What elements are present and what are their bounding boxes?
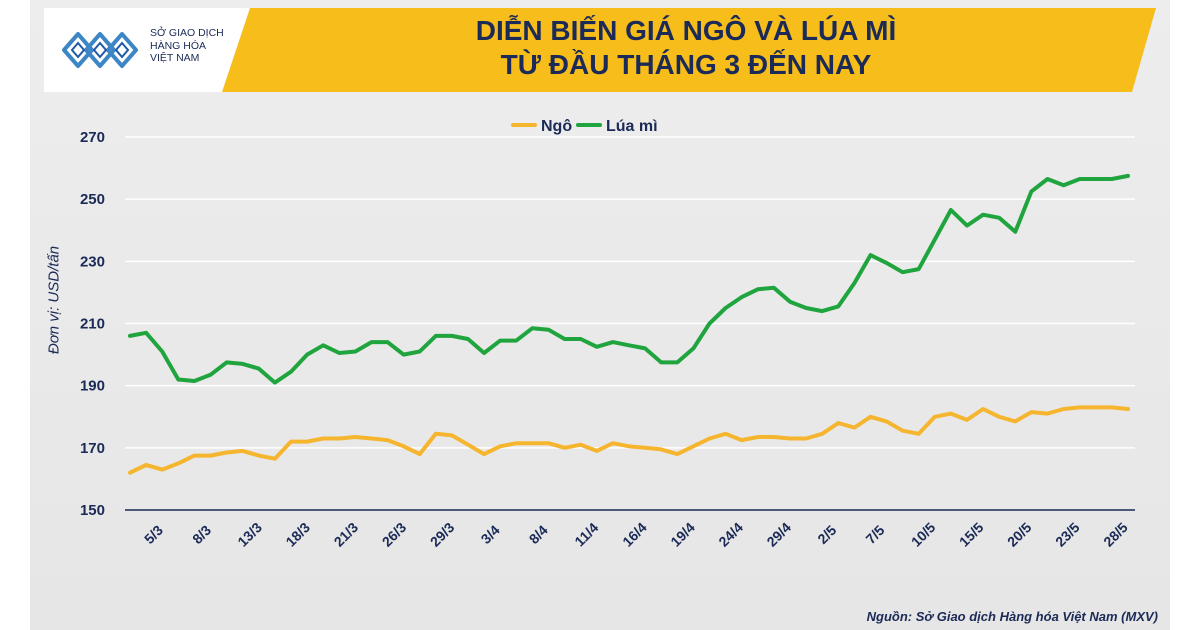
x-tick-label: 8/3 [189,522,214,547]
y-tick-label: 210 [80,316,105,333]
legend-lua-mi-label: Lúa mì [606,118,658,135]
chart-panel [30,0,1170,630]
series-line-lua-mi [128,173,1130,385]
x-tick-label: 28/5 [1100,519,1131,550]
x-tick-label: 18/3 [282,519,313,550]
y-tick-label: 270 [80,129,105,146]
logo-line-3: VIỆT NAM [150,52,200,64]
series-line-ngo [128,405,1130,475]
source-note: Nguồn: Sở Giao dịch Hàng hóa Việt Nam (M… [866,609,1158,624]
y-tick-label: 230 [80,253,105,270]
x-tick-label: 7/5 [862,522,887,547]
x-tick-label: 21/3 [331,519,362,550]
x-tick-label: 20/5 [1004,519,1035,550]
y-tick-label: 250 [80,191,105,208]
logo-text: SỞ GIAO DỊCH HÀNG HÓA VIỆT NAM [150,27,224,65]
x-tick-label: 23/5 [1052,519,1083,550]
x-tick-label: 5/3 [141,522,166,547]
x-tick-label: 8/4 [526,522,551,547]
x-tick-label: 16/4 [619,519,650,550]
legend-ngo-label: Ngô [541,118,572,135]
x-tick-label: 19/4 [667,519,698,550]
y-axis-label: Đơn vị: USD/tấn [45,245,63,355]
logo-area [44,8,250,92]
x-tick-label: 2/5 [814,522,839,547]
x-tick-label: 29/3 [427,519,458,550]
y-tick-label: 150 [80,502,105,519]
logo-line-1: SỞ GIAO DỊCH [150,27,224,39]
mxv-logo-icon [62,32,138,68]
x-tick-label: 24/4 [715,519,746,550]
chart-title-line-2: TỪ ĐẦU THÁNG 3 ĐẾN NAY [500,49,872,80]
y-tick-label: 170 [80,440,105,457]
x-tick-label: 26/3 [379,519,410,550]
x-tick-label: 29/4 [763,519,794,550]
chart-title: DIỄN BIẾN GIÁ NGÔ VÀ LÚA MÌ TỪ ĐẦU THÁNG… [216,14,1156,82]
x-tick-label: 13/3 [234,519,265,550]
chart-title-line-1: DIỄN BIẾN GIÁ NGÔ VÀ LÚA MÌ [475,15,897,46]
x-tick-label: 11/4 [571,519,601,549]
title-banner [216,8,1156,92]
y-tick-label: 190 [80,378,105,395]
x-tick-label: 3/4 [478,522,503,547]
logo-line-2: HÀNG HÓA [150,39,207,52]
x-tick-label: 10/5 [908,519,939,550]
x-tick-label: 15/5 [956,519,987,550]
